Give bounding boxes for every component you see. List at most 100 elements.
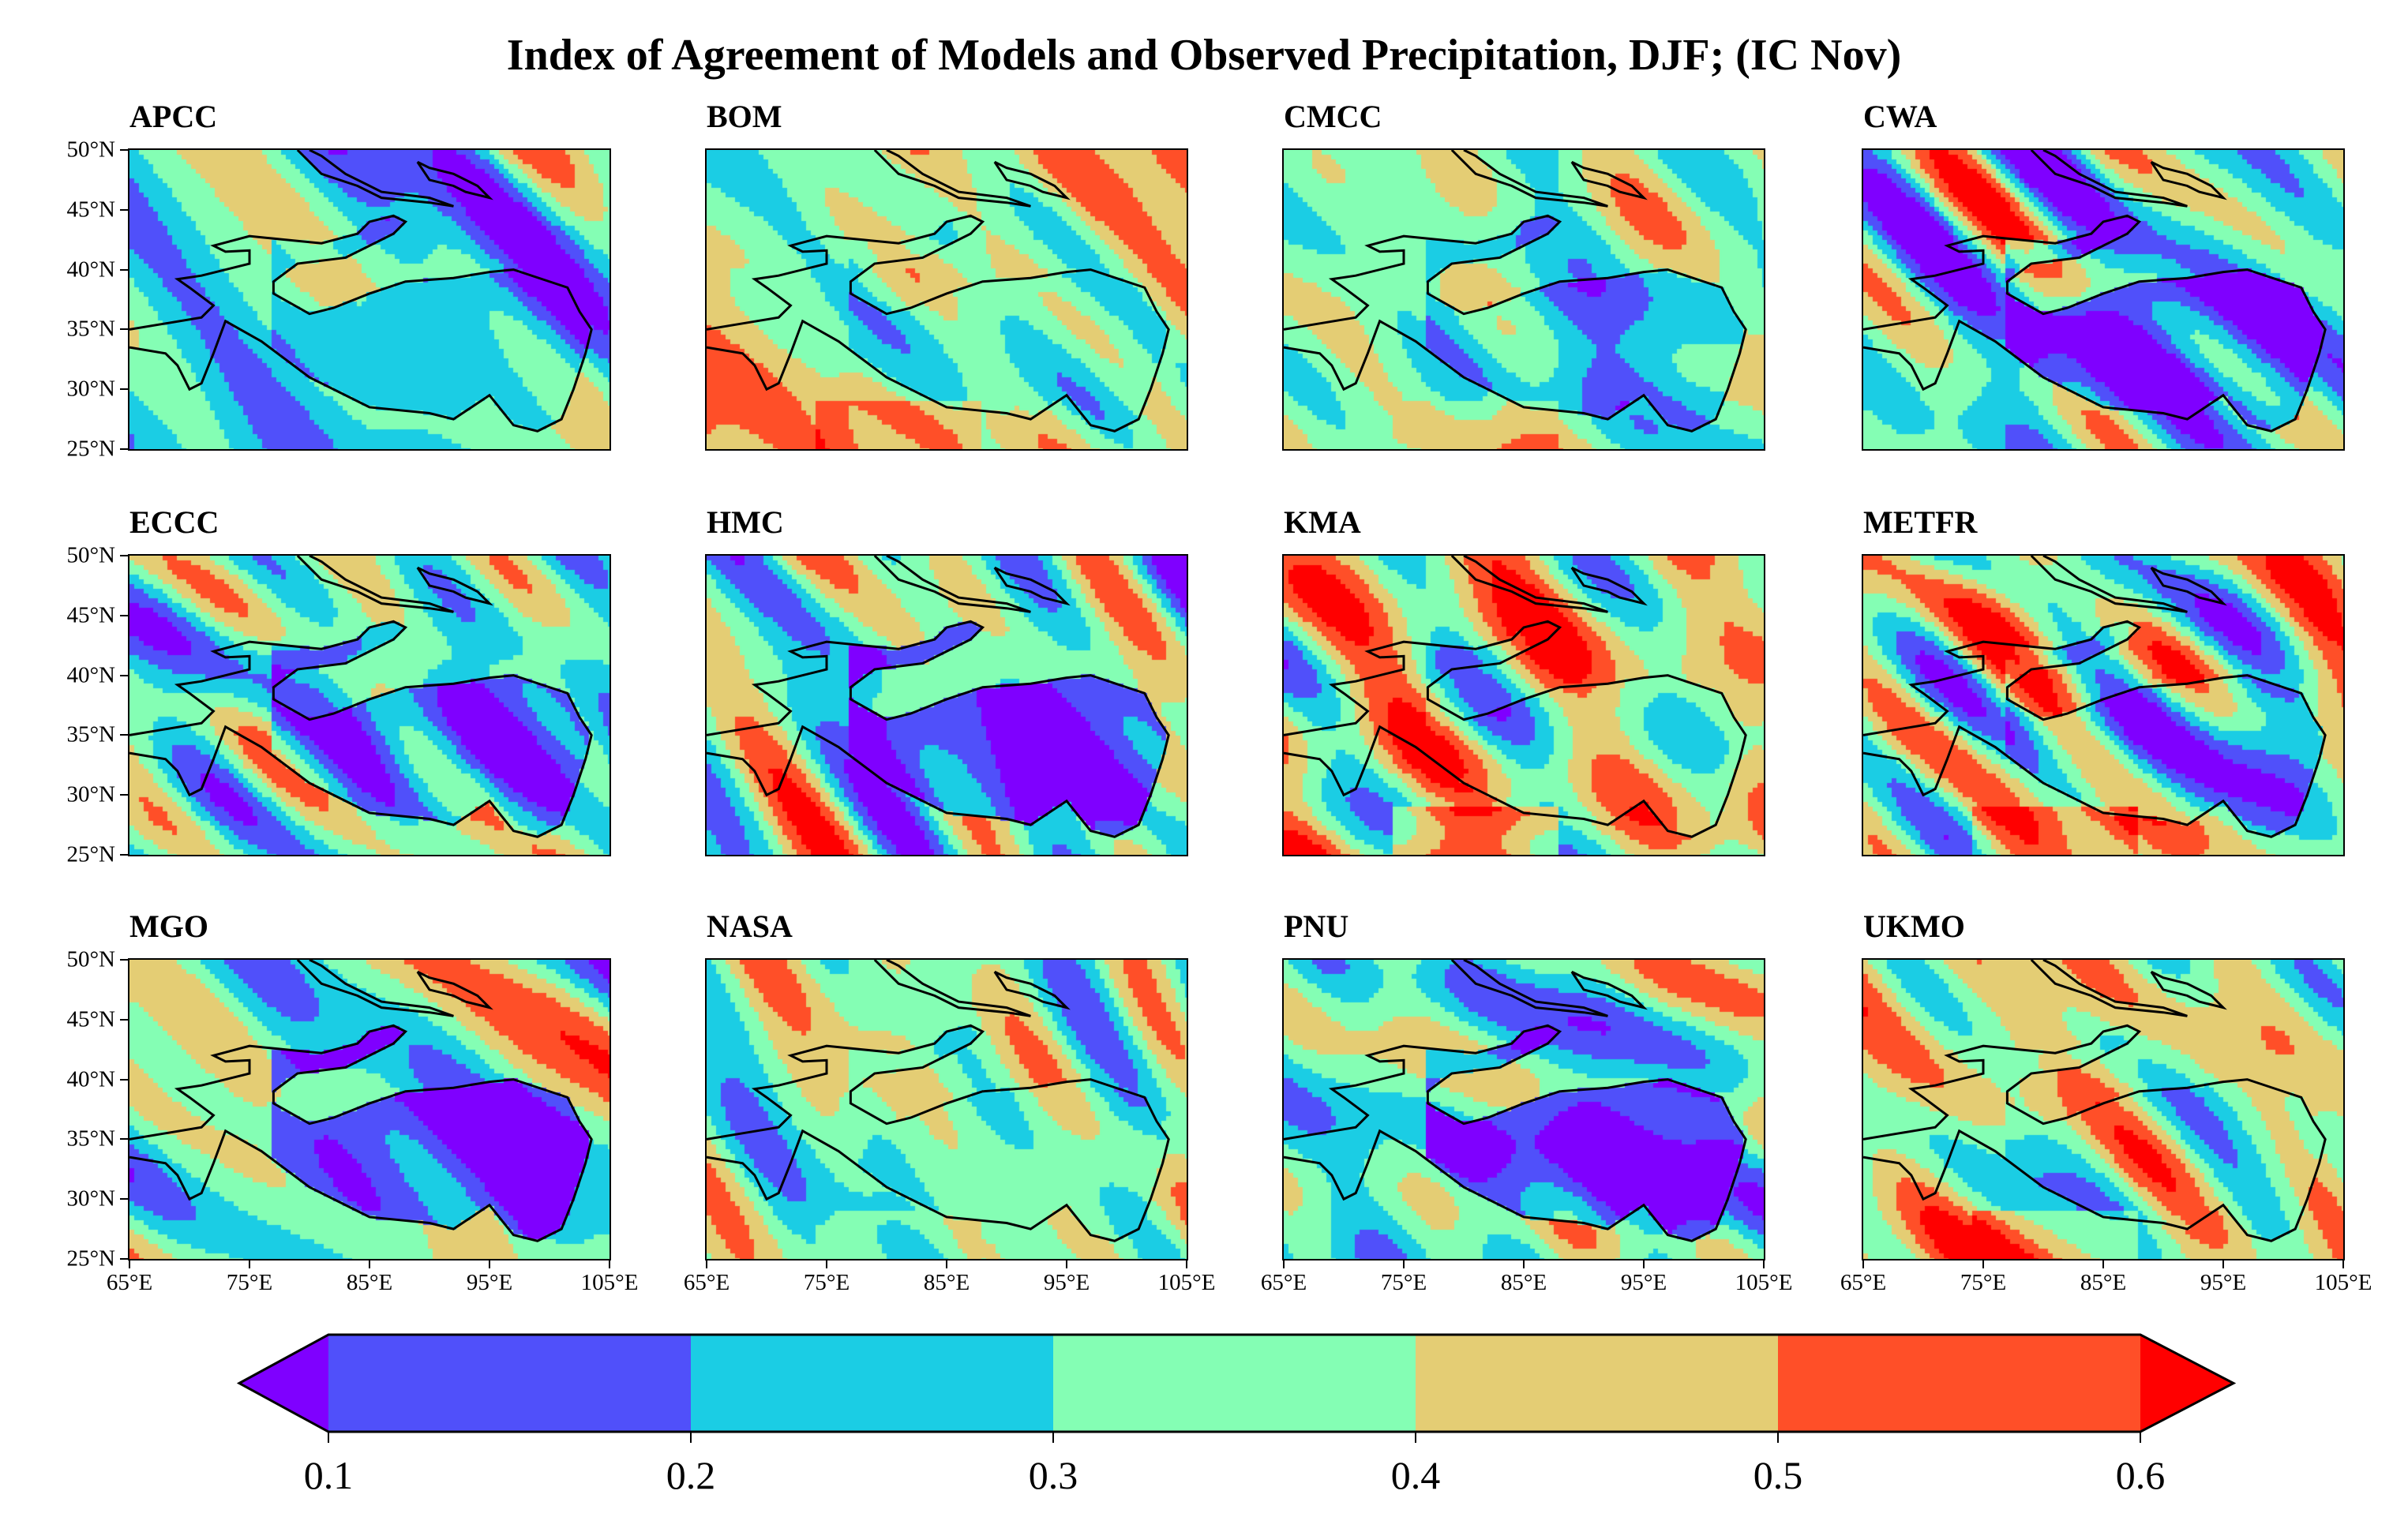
x-tick-label: 95°E	[466, 1270, 513, 1295]
x-tick-label: 75°E	[226, 1270, 273, 1295]
panel-title: BOM	[707, 99, 782, 134]
y-tick	[120, 208, 129, 211]
x-tick	[2222, 1259, 2224, 1268]
colorbar-segment	[691, 1335, 1054, 1432]
x-tick	[129, 1259, 130, 1268]
panel-title: CMCC	[1284, 99, 1382, 134]
panel-title: APCC	[129, 99, 218, 134]
x-tick-label: 75°E	[1960, 1270, 2007, 1295]
boundary-line	[129, 620, 593, 838]
colorbar-segment	[1778, 1335, 2141, 1432]
index-of-agreement-field	[1863, 556, 2343, 855]
y-tick-label: 30°N	[66, 1186, 115, 1212]
map-frame	[128, 148, 611, 451]
boundary-line	[1284, 620, 1747, 838]
y-tick	[120, 1198, 129, 1201]
boundary-outline	[707, 960, 1170, 1242]
map-frame	[1282, 554, 1765, 856]
boundary-line	[296, 960, 454, 1017]
panel-title: HMC	[707, 504, 784, 540]
index-of-agreement-field	[1284, 556, 1764, 855]
boundary-line	[296, 556, 454, 613]
y-tick-label: 40°N	[66, 1066, 115, 1092]
map-panel-eccc: ECCC 50°N 45°N 40°N 35°N 30°N 25°N	[66, 504, 611, 867]
map-panel-ukmo: UKMO 65°E 75°E 85°E 95°E 105°E	[1840, 908, 2372, 1295]
panel-title: UKMO	[1863, 908, 1965, 944]
index-of-agreement-field	[1284, 150, 1764, 449]
boundary-line	[1570, 566, 1648, 606]
boundary-line	[993, 970, 1071, 1010]
boundary-line	[707, 620, 1170, 838]
x-tick-label: 85°E	[923, 1270, 970, 1295]
x-tick-label: 85°E	[346, 1270, 393, 1295]
boundary-line	[1284, 1024, 1747, 1242]
y-tick-label: 35°N	[66, 316, 115, 342]
y-tick	[120, 149, 129, 151]
map-panel-mgo: MGO 50°N 45°N 40°N 35°N 30°N 25°N 65°E 75°E 85°E 9…	[66, 908, 638, 1295]
x-tick	[489, 1259, 490, 1268]
index-of-agreement-field	[1863, 150, 2343, 449]
y-tick-label: 30°N	[66, 376, 115, 402]
boundary-line	[873, 960, 1031, 1017]
map-panel-cmcc: CMCC	[1282, 99, 1765, 451]
y-tick-label: 30°N	[66, 781, 115, 807]
x-tick	[249, 1259, 250, 1268]
y-tick	[120, 388, 129, 391]
map-frame	[705, 148, 1188, 451]
y-tick-label: 45°N	[66, 197, 115, 223]
x-tick	[1283, 1259, 1285, 1268]
colorbar-segment	[1053, 1335, 1416, 1432]
boundary-line	[1284, 214, 1747, 433]
y-tick-label: 40°N	[66, 662, 115, 688]
boundary-line	[1863, 214, 2327, 433]
map-frame	[705, 554, 1188, 856]
boundary-outline	[707, 556, 1170, 838]
boundary-line	[993, 566, 1071, 606]
boundary-line	[416, 970, 493, 1010]
y-tick-label: 25°N	[66, 841, 115, 867]
boundary-line	[2150, 566, 2227, 606]
boundary-line	[1863, 1024, 2327, 1242]
index-of-agreement-field	[707, 150, 1187, 449]
map-panel-hmc: HMC	[705, 504, 1188, 856]
boundary-line	[2150, 970, 2227, 1010]
y-tick-label: 40°N	[66, 257, 115, 283]
panel-title: CWA	[1863, 99, 1937, 134]
x-tick-label: 105°E	[1735, 1270, 1793, 1295]
y-tick-label: 45°N	[66, 602, 115, 628]
boundary-outline	[1284, 150, 1747, 433]
boundary-line	[993, 160, 1071, 200]
x-tick	[2342, 1259, 2344, 1268]
x-tick-label: 105°E	[1157, 1270, 1216, 1295]
y-tick	[120, 614, 129, 616]
boundary-line	[1450, 150, 1608, 208]
x-tick	[1066, 1259, 1067, 1268]
map-panel-metfr: METFR	[1862, 504, 2345, 856]
boundary-line	[2030, 556, 2188, 613]
boundary-line	[707, 214, 1170, 433]
boundary-line	[416, 566, 493, 606]
colorbar-tick-label: 0.5	[1753, 1453, 1803, 1497]
colorbar-extend-high	[2140, 1335, 2234, 1432]
y-tick	[120, 268, 129, 271]
y-tick-label: 50°N	[66, 137, 115, 163]
boundary-line	[2150, 160, 2227, 200]
y-tick	[120, 674, 129, 676]
boundary-line	[416, 160, 493, 200]
y-tick-label: 35°N	[66, 721, 115, 747]
boundary-outline	[1284, 556, 1747, 838]
x-tick	[369, 1259, 370, 1268]
boundary-line	[129, 1024, 593, 1242]
x-tick-label: 95°E	[1043, 1270, 1090, 1295]
y-tick	[120, 1138, 129, 1141]
index-of-agreement-field	[1284, 960, 1764, 1259]
index-of-agreement-field	[1863, 960, 2343, 1259]
panel-title: MGO	[129, 908, 208, 944]
index-of-agreement-field	[129, 960, 610, 1259]
x-tick	[826, 1259, 827, 1268]
x-tick	[1763, 1259, 1765, 1268]
y-tick	[120, 734, 129, 736]
x-tick	[1982, 1259, 1984, 1268]
x-tick-label: 105°E	[580, 1270, 639, 1295]
